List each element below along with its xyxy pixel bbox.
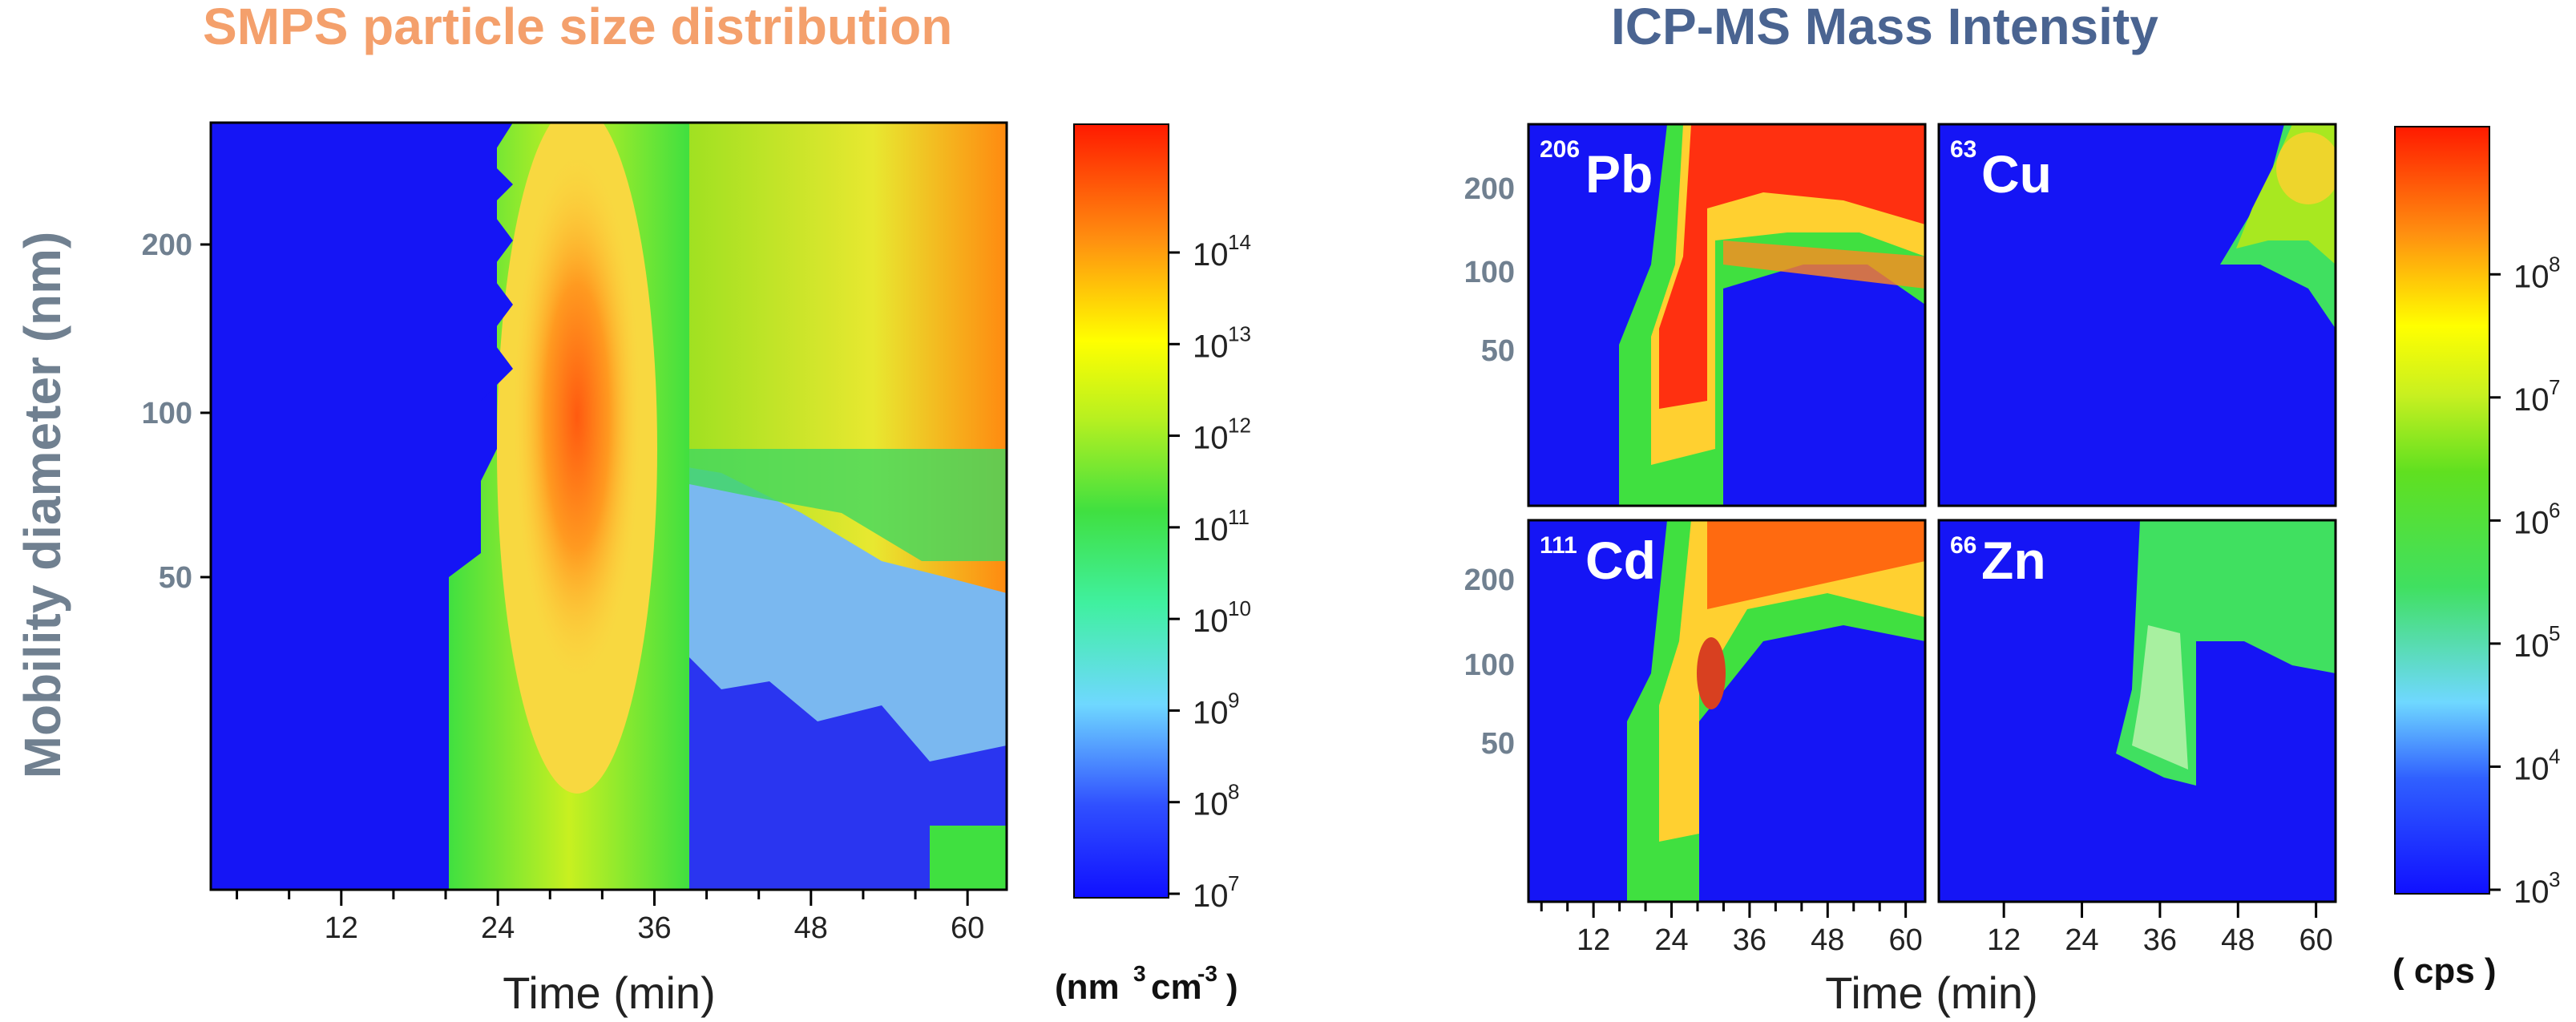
icp-x-axis: 12 24 36 48 60 12 24 36 48 60 (1540, 902, 2333, 957)
colorbar-tick-exp: 9 (1228, 688, 1239, 712)
smps-low-region (689, 657, 1007, 890)
icp-element-cu: Cu (1981, 144, 2052, 204)
smps-x-label: Time (min) (503, 967, 715, 1018)
colorbar-tick-exp: 7 (1228, 871, 1239, 895)
x-tick-label: 12 (1987, 923, 2021, 957)
colorbar-tick-exp: 8 (1228, 780, 1239, 804)
colorbar-tick-base: 10 (2513, 505, 2550, 540)
colorbar-tick-base: 10 (1193, 695, 1229, 730)
colorbar-tick-base: 10 (1193, 329, 1229, 364)
smps-y-tick: 50 (159, 561, 192, 595)
smps-unit-end: ) (1226, 967, 1238, 1007)
smps-unit-sup1: 3 (1133, 961, 1146, 986)
icp-y-tick: 200 (1464, 564, 1515, 597)
smps-corner-patch (930, 826, 1007, 890)
icp-panel-zn (1939, 520, 2336, 902)
icp-frame-cd (1527, 519, 1927, 903)
icp-colorbar (2394, 126, 2490, 895)
icp-y-axis: 200 100 50 200 100 50 (1464, 172, 1515, 761)
icp-y-tick: 100 (1464, 648, 1515, 682)
icp-title: ICP-MS Mass Intensity (1611, 0, 2158, 55)
colorbar-tick-base: 10 (1193, 421, 1229, 456)
icp-element-zn: Zn (1981, 531, 2046, 590)
x-tick-label: 60 (2299, 923, 2333, 957)
icp-mass-cd: 111 (1540, 532, 1577, 559)
icp-panel-cu (1939, 124, 2336, 506)
colorbar-tick-base: 10 (1193, 604, 1229, 639)
x-tick-label: 48 (1811, 923, 1844, 957)
colorbar-tick-base: 10 (2513, 751, 2550, 786)
icp-mass-pb: 206 (1540, 136, 1580, 163)
smps-y-label: Mobility diameter (nm) (14, 232, 71, 779)
colorbar-tick-base: 10 (1193, 787, 1229, 822)
icp-y-tick: 100 (1464, 256, 1515, 289)
colorbar-tick-exp: 3 (2549, 867, 2560, 891)
icp-y-tick: 200 (1464, 172, 1515, 206)
colorbar-tick-base: 10 (2513, 259, 2550, 294)
icp-colorbar-unit: ( cps ) (2392, 951, 2497, 991)
icp-panel-pb (1528, 124, 1925, 506)
colorbar-tick-base: 10 (1193, 237, 1229, 273)
x-tick-label: 36 (637, 911, 671, 945)
colorbar-tick-exp: 5 (2549, 621, 2560, 645)
icp-frame-cu (1937, 123, 2337, 507)
x-tick-label: 36 (2143, 923, 2177, 957)
x-tick-label: 24 (481, 911, 515, 945)
colorbar-tick-exp: 13 (1228, 321, 1251, 345)
smps-y-axis: 200 100 50 (142, 228, 211, 595)
icp-frame-zn (1937, 519, 2337, 903)
smps-y-tick: 100 (142, 397, 192, 430)
colorbar-tick-base: 10 (2513, 382, 2550, 418)
smps-heatmap (211, 123, 1007, 890)
icp-x-label: Time (min) (1825, 967, 2037, 1018)
colorbar-tick-base: 10 (2513, 875, 2550, 910)
x-tick-label: 12 (1577, 923, 1610, 957)
smps-title: SMPS particle size distribution (203, 0, 952, 55)
colorbar-tick-exp: 4 (2549, 744, 2560, 768)
smps-colorbar-unit: (nm 3 cm -3 ) (1055, 961, 1238, 1007)
colorbar-tick-exp: 7 (2549, 375, 2560, 399)
icp-y-tick: 50 (1481, 727, 1515, 761)
colorbar-tick-exp: 12 (1228, 414, 1251, 438)
icp-element-pb: Pb (1585, 144, 1653, 204)
smps-x-axis: 12 24 36 48 60 (236, 890, 984, 945)
smps-unit-main: (nm (1055, 967, 1120, 1007)
smps-hot-core (513, 152, 641, 681)
icp-mass-zn: 66 (1950, 532, 1976, 559)
colorbar-tick-base: 10 (1193, 879, 1229, 914)
colorbar-tick-base: 10 (1193, 512, 1229, 547)
x-tick-label: 36 (1733, 923, 1766, 957)
colorbar-tick-exp: 8 (2549, 252, 2560, 276)
colorbar-tick-exp: 11 (1228, 505, 1250, 529)
icp-panel-cd (1528, 520, 1925, 902)
x-tick-label: 60 (1889, 923, 1923, 957)
x-tick-label: 48 (2221, 923, 2255, 957)
icp-frame-pb (1527, 123, 1927, 507)
colorbar-tick-base: 10 (2513, 628, 2550, 664)
x-tick-label: 24 (1654, 923, 1688, 957)
icp-y-tick: 50 (1481, 334, 1515, 368)
smps-transition (673, 449, 1007, 561)
smps-colorbar (1073, 123, 1169, 899)
smps-unit-sup2: -3 (1197, 961, 1217, 986)
smps-unit-mid: cm (1151, 967, 1202, 1007)
colorbar-tick-exp: 6 (2549, 498, 2560, 522)
icp-mass-cu: 63 (1950, 136, 1976, 163)
colorbar-tick-exp: 10 (1228, 596, 1251, 620)
colorbar-tick-exp: 14 (1228, 230, 1251, 254)
smps-zigzag (481, 123, 513, 401)
smps-frame (209, 121, 1008, 891)
x-tick-label: 12 (325, 911, 358, 945)
icp-element-cd: Cd (1585, 531, 1656, 590)
x-tick-label: 48 (794, 911, 828, 945)
smps-y-tick: 200 (142, 228, 192, 262)
x-tick-label: 24 (2065, 923, 2098, 957)
x-tick-label: 60 (951, 911, 984, 945)
